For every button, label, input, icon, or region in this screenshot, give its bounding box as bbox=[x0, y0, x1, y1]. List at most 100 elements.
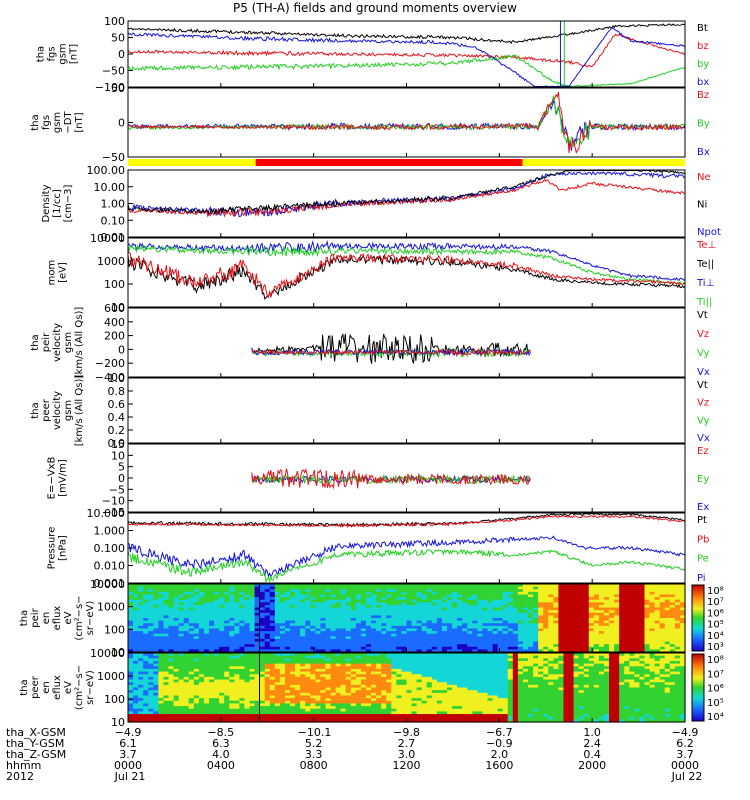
spectrogram-cell bbox=[295, 615, 301, 619]
spectrogram-cell bbox=[214, 610, 220, 614]
spectrogram-cell bbox=[573, 628, 580, 632]
spectrogram-cell bbox=[239, 706, 246, 710]
spectrogram-cell bbox=[340, 638, 347, 643]
spectrogram-cell bbox=[143, 658, 149, 662]
spectrogram-cell bbox=[472, 716, 478, 720]
spectrogram-cell bbox=[315, 604, 322, 609]
spectrogram-cell bbox=[441, 663, 448, 667]
spectrogram-cell bbox=[568, 636, 575, 640]
spectrogram-cell bbox=[335, 649, 342, 653]
spectrogram-cell bbox=[588, 594, 595, 598]
spectrogram-cell bbox=[391, 695, 397, 699]
spectrogram-cell bbox=[234, 695, 240, 699]
spectrogram-cell bbox=[224, 703, 230, 707]
spectrogram-cell bbox=[168, 687, 175, 691]
spectrogram-cell bbox=[669, 618, 676, 622]
spectrogram-cell bbox=[492, 591, 499, 596]
spectrogram-cell bbox=[274, 620, 281, 624]
spectrogram-cell bbox=[254, 690, 261, 694]
spectrogram-cell bbox=[644, 618, 651, 622]
spectrogram-cell bbox=[538, 692, 544, 697]
spectrogram-cell bbox=[234, 625, 240, 630]
spectrogram-cell bbox=[563, 610, 570, 614]
spectrogram-cell bbox=[128, 703, 134, 707]
spectrogram-cell bbox=[659, 644, 666, 648]
spectrogram-cell bbox=[203, 636, 210, 640]
spectrogram-cell bbox=[644, 610, 651, 614]
spectrogram-cell bbox=[305, 695, 311, 699]
spectrogram-cell bbox=[193, 684, 200, 689]
spectrogram-cell bbox=[421, 714, 428, 718]
spectrogram-cell bbox=[644, 625, 651, 630]
spectrogram-cell bbox=[502, 655, 509, 659]
spectrogram-cell bbox=[533, 636, 539, 640]
spectrogram-cell bbox=[310, 719, 316, 723]
spectrogram-cell bbox=[522, 719, 529, 723]
spectrogram-cell bbox=[290, 658, 296, 662]
spectrogram-cell bbox=[416, 628, 423, 632]
spectrogram-cell bbox=[345, 692, 352, 697]
spectrogram-cell bbox=[522, 692, 529, 697]
spectrogram-cell bbox=[178, 615, 185, 619]
spectrogram-cell bbox=[340, 631, 347, 635]
spectrogram-cell bbox=[583, 638, 590, 643]
spectrogram-cell bbox=[619, 584, 625, 588]
spectrogram-cell bbox=[441, 641, 448, 645]
spectrogram-cell bbox=[203, 610, 210, 614]
spectrogram-cell bbox=[396, 655, 403, 659]
spectrogram-cell bbox=[360, 690, 367, 694]
spectrogram-cell bbox=[274, 695, 281, 699]
spectrogram-cell bbox=[538, 638, 544, 643]
spectrogram-cell bbox=[355, 638, 362, 643]
spectrogram-cell bbox=[330, 682, 337, 686]
spectrogram-cell bbox=[669, 644, 676, 648]
spectrogram-cell bbox=[467, 631, 473, 635]
spectrogram-cell bbox=[517, 610, 524, 614]
spectrogram-cell bbox=[639, 638, 646, 643]
spectrogram-cell bbox=[624, 644, 630, 648]
spectrogram-cell bbox=[416, 612, 423, 616]
spectrogram-cell bbox=[224, 716, 230, 720]
spectrogram-cell bbox=[259, 638, 266, 643]
spectrogram-cell bbox=[457, 700, 463, 705]
spectrogram-cell bbox=[441, 594, 448, 598]
spectrogram-cell bbox=[619, 618, 625, 622]
spectrogram-cell bbox=[305, 620, 311, 624]
spectrogram-cell bbox=[406, 690, 413, 694]
spectrogram-cell bbox=[229, 633, 235, 637]
spectrogram-cell bbox=[249, 674, 256, 678]
spectrogram-cell bbox=[325, 674, 332, 678]
spectrogram-cell bbox=[568, 602, 575, 606]
spectrogram-cell bbox=[163, 679, 170, 683]
spectrogram-cell bbox=[512, 671, 519, 675]
spectrogram-cell bbox=[421, 682, 428, 686]
spectrogram-cell bbox=[274, 692, 281, 697]
spectrogram-cell bbox=[173, 698, 180, 702]
spectrogram-cell bbox=[264, 716, 271, 720]
spectrogram-cell bbox=[609, 604, 615, 609]
spectrogram-cell bbox=[259, 700, 266, 705]
spectrogram-cell bbox=[538, 700, 544, 705]
spectrogram-cell bbox=[264, 615, 271, 619]
spectrogram-cell bbox=[259, 618, 266, 622]
spectrogram-cell bbox=[264, 623, 271, 627]
spectrogram-cell bbox=[259, 695, 266, 699]
spectrogram-cell bbox=[290, 597, 296, 601]
spectrogram-cell bbox=[193, 631, 200, 635]
spectrogram-cell bbox=[128, 684, 134, 689]
spectrogram-cell bbox=[188, 676, 195, 681]
spectrogram-cell bbox=[168, 703, 175, 707]
spectrogram-cell bbox=[209, 676, 215, 681]
spectrogram-cell bbox=[325, 663, 332, 667]
spectrogram-cell bbox=[133, 636, 139, 640]
spectrogram-cell bbox=[512, 719, 519, 723]
spectrogram-cell bbox=[274, 615, 281, 619]
spectrogram-cell bbox=[239, 692, 246, 697]
spectrogram-cell bbox=[229, 586, 235, 590]
spectrogram-cell bbox=[421, 653, 428, 657]
spectrogram-cell bbox=[644, 607, 651, 611]
spectrogram-cell bbox=[482, 607, 489, 611]
spectrogram-cell bbox=[350, 660, 357, 665]
spectrogram-cell bbox=[229, 671, 235, 675]
spectrogram-cell bbox=[371, 646, 377, 650]
